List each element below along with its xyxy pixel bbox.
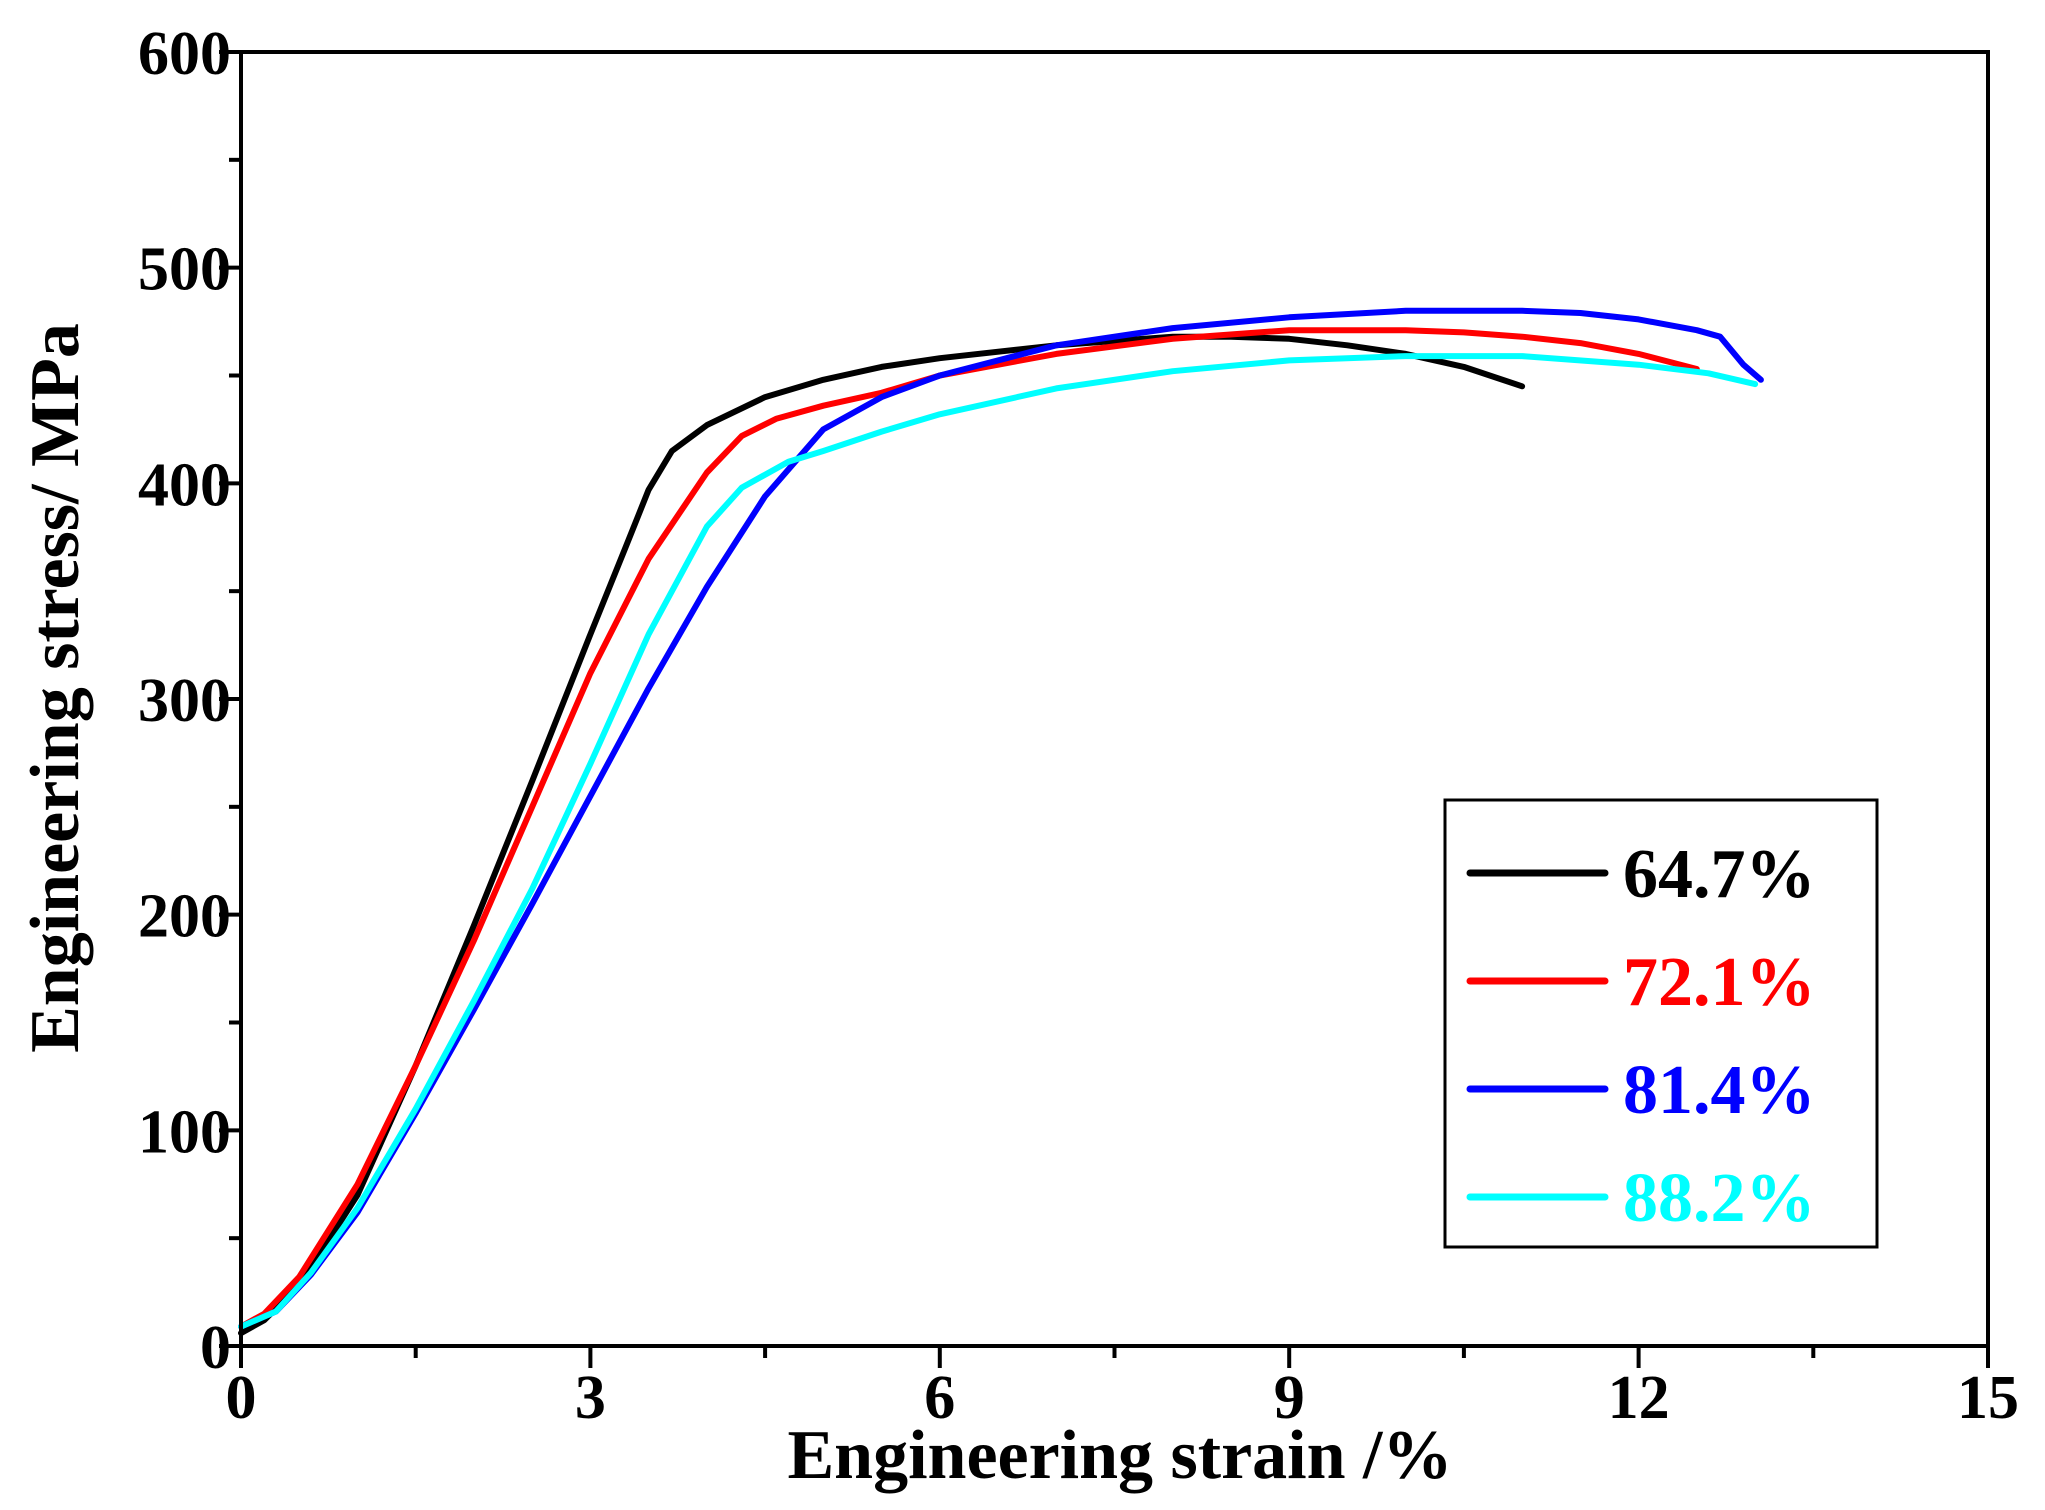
y-tick-label-200: 200 bbox=[138, 883, 231, 951]
y-tick-label-500: 500 bbox=[138, 236, 231, 304]
plot-area: 0 3 6 9 12 15 0 100 200 300 400 500 600 64.7% 72.1% 81.… bbox=[138, 20, 2019, 1432]
y-axis-title: Engineering stress/ MPa bbox=[17, 323, 94, 1053]
x-tick-label-0: 0 bbox=[226, 1364, 257, 1432]
y-tick-label-300: 300 bbox=[138, 667, 231, 735]
legend-label-1: 64.7% bbox=[1623, 836, 1816, 913]
x-tick-label-15: 15 bbox=[1957, 1364, 2019, 1432]
x-axis-title: Engineering strain /% bbox=[787, 1417, 1452, 1494]
x-tick-label-6: 6 bbox=[924, 1364, 955, 1432]
series-line-1 bbox=[238, 333, 1526, 1337]
x-tick-label-3: 3 bbox=[575, 1364, 606, 1432]
x-tick-label-12: 12 bbox=[1608, 1364, 1670, 1432]
legend-label-4: 88.2% bbox=[1623, 1160, 1816, 1237]
y-tick-label-0: 0 bbox=[200, 1314, 231, 1382]
y-tick-label-400: 400 bbox=[138, 451, 231, 519]
series-line-4 bbox=[238, 353, 1759, 1330]
x-tick-label-9: 9 bbox=[1274, 1364, 1305, 1432]
y-tick-label-100: 100 bbox=[138, 1098, 231, 1166]
series-line-2 bbox=[238, 327, 1700, 1330]
legend-label-2: 72.1% bbox=[1623, 944, 1816, 1021]
y-tick-label-600: 600 bbox=[138, 20, 231, 88]
legend-label-3: 81.4% bbox=[1623, 1052, 1816, 1129]
